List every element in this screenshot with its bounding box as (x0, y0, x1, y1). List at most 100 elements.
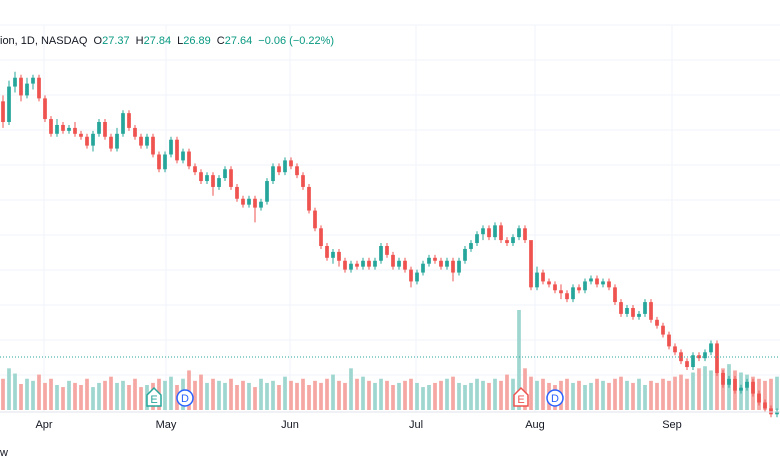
candle (121, 110, 125, 137)
dividend-marker-shape (176, 389, 194, 407)
candle (631, 305, 635, 320)
x-axis-label: Sep (662, 419, 682, 431)
volume-bar (529, 376, 533, 410)
candle (511, 234, 515, 246)
candle-body (625, 308, 629, 314)
candle-body (259, 201, 263, 208)
dividend-marker[interactable]: D (546, 389, 564, 407)
candle-body (397, 260, 401, 267)
candle (355, 260, 359, 270)
candle (469, 240, 473, 252)
candle-body (619, 302, 623, 314)
volume-bar (691, 372, 695, 410)
candle-body (217, 178, 221, 187)
candle-body (319, 228, 323, 246)
volume-bar (283, 376, 287, 410)
candle-body (523, 228, 527, 241)
candle (535, 266, 539, 291)
candle (199, 169, 203, 184)
candle-body (643, 302, 647, 314)
x-axis-label: Jun (281, 419, 299, 431)
candle-body (577, 287, 581, 291)
volume-bar (55, 385, 59, 410)
candle-body (493, 225, 497, 238)
volume-bar (721, 368, 725, 410)
volume-bar (61, 387, 65, 410)
candle (145, 133, 149, 149)
volume-bar (85, 378, 89, 410)
candle (193, 163, 197, 176)
candle-body (91, 133, 95, 146)
candle-body (385, 246, 389, 255)
candle-body (691, 355, 695, 368)
volume-bar (625, 380, 629, 410)
earnings-marker[interactable]: E (146, 386, 162, 407)
candle-body (763, 402, 767, 409)
volume-bar (511, 378, 515, 410)
volume-bar (505, 374, 509, 410)
candle (751, 378, 755, 397)
candle (205, 172, 209, 184)
candle (445, 257, 449, 270)
candle-body (13, 77, 17, 87)
candle (493, 222, 497, 241)
open-label: O (93, 35, 103, 47)
candle-body (301, 175, 305, 187)
volume-bar (235, 385, 239, 410)
volume-bar (313, 380, 317, 410)
volume-bar (619, 376, 623, 410)
candle-body (415, 272, 419, 282)
candle-body (739, 387, 743, 391)
volume-bar (427, 385, 431, 410)
volume-bar (289, 380, 293, 410)
candle-body (277, 166, 281, 173)
candle-body (553, 284, 557, 291)
candle (481, 225, 485, 241)
candle (343, 257, 347, 273)
candle (769, 405, 773, 418)
volume-bar (265, 382, 269, 410)
volume-bar (565, 378, 569, 410)
candle-body (325, 246, 329, 258)
volume-bar (457, 382, 461, 410)
candle (13, 71, 17, 93)
candle (169, 136, 173, 158)
volume-bar (331, 374, 335, 410)
volume-bar (379, 378, 383, 410)
candle-body (475, 234, 479, 244)
volume-bar (541, 378, 545, 410)
candle (487, 225, 491, 241)
candle (1, 95, 5, 128)
candle-body (547, 281, 551, 285)
dividend-marker[interactable]: D (176, 389, 194, 407)
candle (499, 222, 503, 244)
volume-bar (103, 380, 107, 410)
dividend-marker-label: D (551, 393, 559, 405)
candle (289, 157, 293, 170)
earnings-marker[interactable]: E (513, 386, 529, 407)
candle (7, 80, 11, 125)
candle-body (487, 228, 491, 238)
candle (43, 95, 47, 122)
candle-body (571, 287, 575, 300)
volume-bar (667, 380, 671, 410)
volume-series (1, 310, 779, 410)
volume-bar (295, 382, 299, 410)
volume-bar (121, 380, 125, 410)
candle-body (421, 263, 425, 273)
candle-body (607, 281, 611, 288)
candle-body (289, 160, 293, 167)
volume-bar (433, 382, 437, 410)
candle (595, 275, 599, 288)
candle (775, 408, 779, 418)
low-value: 26.89 (183, 35, 211, 47)
volume-bar (589, 382, 593, 410)
volume-bar (205, 382, 209, 410)
candle (601, 278, 605, 288)
volume-bar (607, 382, 611, 410)
candle-body (511, 237, 515, 244)
candle-body (349, 263, 353, 270)
candle-body (235, 186, 239, 199)
